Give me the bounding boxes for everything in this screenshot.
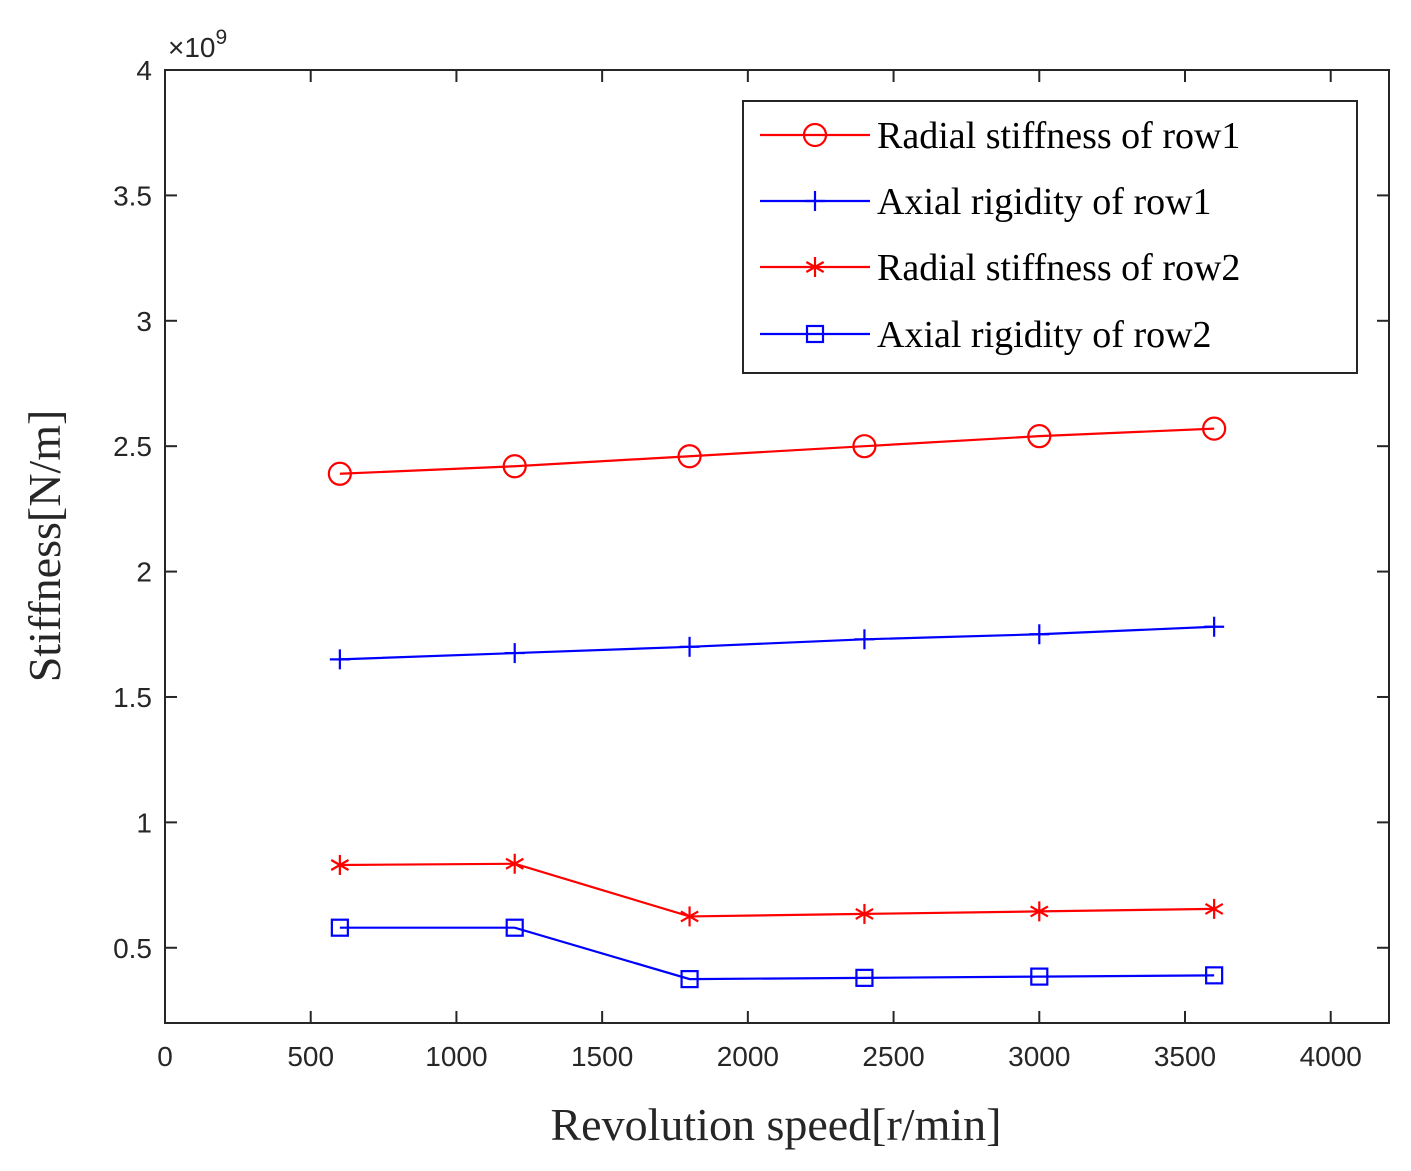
series-line [339,926,1215,981]
x-tick-label: 3500 [1154,1041,1216,1072]
legend-label: Radial stiffness of row1 [877,115,1240,157]
series-3 [330,853,1224,927]
x-tick-label: 2500 [862,1041,924,1072]
data-point [1204,898,1224,919]
series-line [339,427,1215,475]
legend-marker [805,191,825,211]
x-tick-label: 500 [287,1041,334,1072]
series-1 [327,416,1227,486]
series-4 [330,918,1224,989]
axis-ticks [164,69,1389,1023]
tick-labels: 0 500 1000 1500 2000 2500 3000 3500 4000 0.5 1 1.5 2… [113,55,1362,1072]
legend: Radial stiffness of row1 Axial rigidity o… [742,100,1358,374]
data-point [1029,624,1050,645]
data-point [504,643,525,664]
plot-frame [164,69,1390,1024]
x-tick-label: 1500 [571,1041,633,1072]
y-tick-label: 1 [136,807,152,838]
y-axis-title: Stiffness[N/m] [19,410,70,683]
x-tick-label: 3000 [1008,1041,1070,1072]
y-tick-label: 3 [136,306,152,337]
y-tick-label: 0.5 [113,933,152,964]
data-point [505,853,524,874]
data-point [1204,616,1225,637]
data-point [1202,416,1227,441]
x-tick-label: 2000 [717,1041,779,1072]
data-point [327,461,352,486]
legend-entry: Radial stiffness of row1 [760,115,1240,157]
series-2 [329,616,1225,670]
series-line [339,625,1215,661]
data-point [679,636,700,657]
data-point [680,906,699,927]
data-point [854,629,875,650]
data-point [680,970,699,989]
legend-label: Axial rigidity of row1 [877,181,1212,223]
y-exponent-label: ×109 [168,26,227,63]
legend-marker [805,257,825,277]
y-exponent-power: 9 [216,26,228,49]
x-tick-label: 1000 [425,1041,487,1072]
data-point [1030,901,1049,922]
x-axis-title: Revolution speed[r/min] [551,1099,1002,1150]
x-tick-label: 4000 [1300,1041,1362,1072]
legend-marker [805,324,825,344]
legend-entry: Axial rigidity of row2 [760,314,1212,356]
data-point [855,968,874,987]
legend-entry: Radial stiffness of row2 [760,247,1240,289]
legend-label: Axial rigidity of row2 [877,314,1212,356]
legend-entry: Axial rigidity of row1 [760,181,1212,223]
data-point [330,855,350,876]
data-point [505,918,524,937]
plot-lines [327,416,1227,989]
data-point [329,649,350,670]
y-tick-label: 3.5 [113,180,152,211]
data-point [1027,424,1052,449]
data-point [855,903,874,924]
y-tick-label: 2 [136,557,152,588]
legend-box [742,100,1358,374]
y-tick-label: 1.5 [113,682,152,713]
data-point [677,444,702,469]
y-tick-label: 4 [136,55,152,86]
legend-label: Radial stiffness of row2 [877,247,1240,289]
y-tick-label: 2.5 [113,431,152,462]
x-tick-label: 0 [157,1041,173,1072]
data-point [502,454,527,479]
data-point [852,434,877,459]
data-point [1205,966,1224,985]
data-point [330,918,349,937]
data-point [1030,967,1049,986]
legend-marker [802,122,828,148]
series-line [339,862,1215,918]
